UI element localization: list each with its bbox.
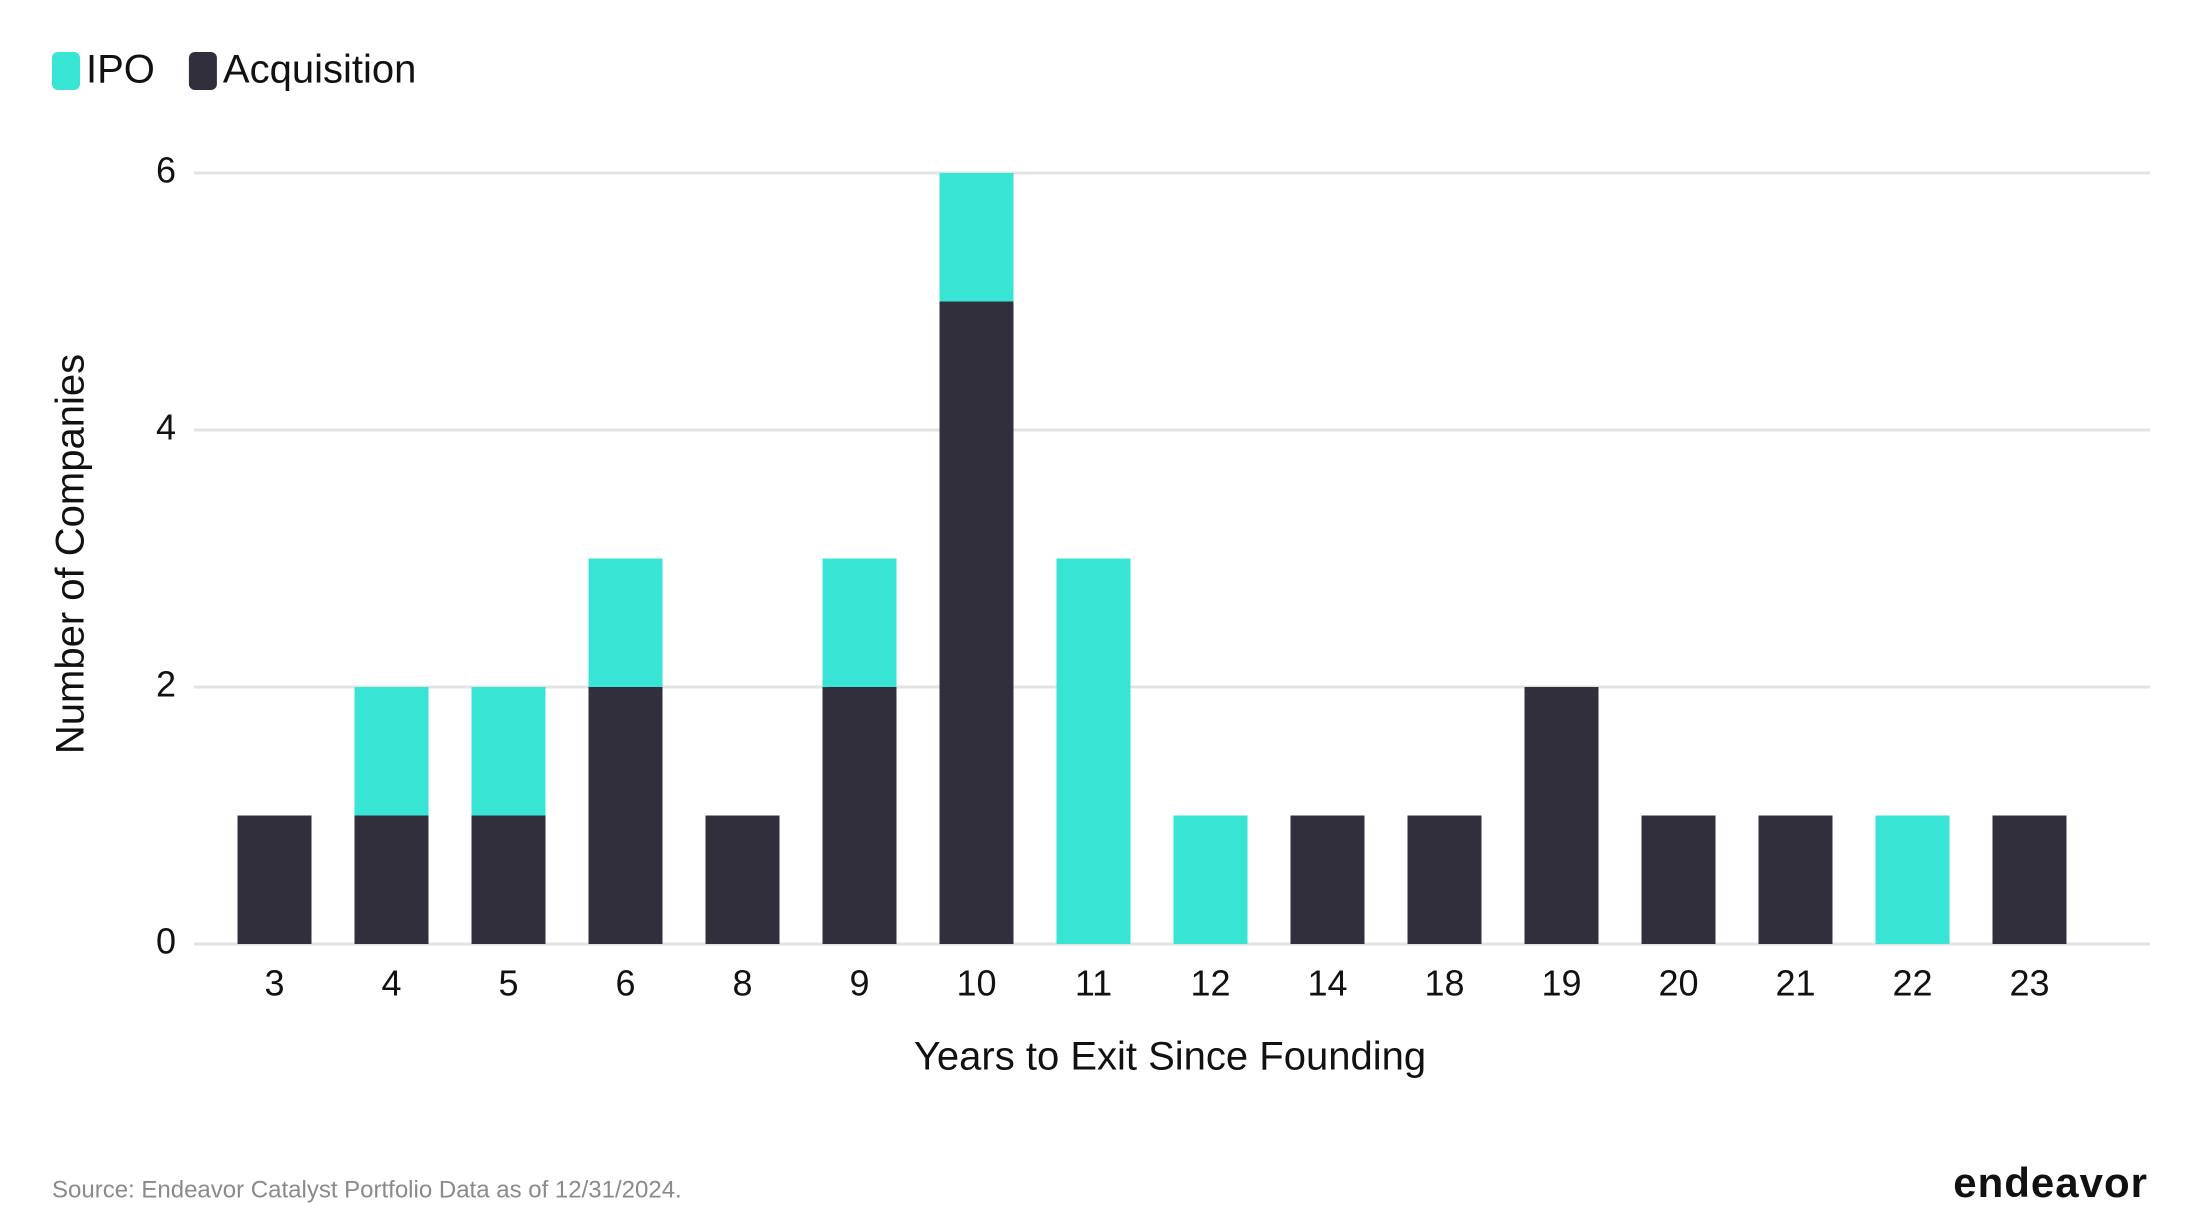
bar-segment bbox=[1641, 815, 1716, 944]
x-tick-label: 4 bbox=[381, 963, 401, 1004]
bar-segment bbox=[822, 687, 897, 944]
logo: endeavor bbox=[1953, 1159, 2148, 1206]
x-tick-label: 18 bbox=[1424, 963, 1464, 1004]
x-tick-label: 20 bbox=[1658, 963, 1698, 1004]
x-tick-label: 3 bbox=[264, 963, 284, 1004]
y-tick-label: 0 bbox=[156, 921, 176, 962]
bar-segment bbox=[354, 687, 429, 816]
bar-segment bbox=[1758, 815, 1833, 944]
x-tick-label: 8 bbox=[732, 963, 752, 1004]
legend-swatch bbox=[52, 52, 80, 90]
legend-swatch bbox=[188, 52, 217, 90]
x-tick-label: 21 bbox=[1775, 963, 1815, 1004]
y-axis-title: Number of Companies bbox=[49, 354, 93, 754]
x-tick-label: 9 bbox=[849, 963, 869, 1004]
bar-segment bbox=[705, 815, 780, 944]
bar-segment bbox=[1992, 815, 2067, 944]
x-tick-label: 5 bbox=[498, 963, 518, 1004]
bar-segment bbox=[588, 558, 663, 687]
bar-segment bbox=[1173, 815, 1248, 944]
source-note: Source: Endeavor Catalyst Portfolio Data… bbox=[52, 1176, 682, 1203]
bar-segment bbox=[354, 815, 429, 944]
x-tick-label: 10 bbox=[956, 963, 996, 1004]
x-tick-label: 19 bbox=[1541, 963, 1581, 1004]
x-tick-label: 12 bbox=[1190, 963, 1230, 1004]
bar-segment bbox=[1290, 815, 1365, 944]
x-tick-label: 22 bbox=[1892, 963, 1932, 1004]
bar-segment bbox=[822, 558, 897, 687]
legend-label: Acquisition bbox=[223, 48, 416, 92]
x-tick-label: 11 bbox=[1075, 963, 1112, 1004]
bar-segment bbox=[1407, 815, 1482, 944]
y-tick-label: 6 bbox=[156, 150, 176, 191]
x-tick-label: 6 bbox=[615, 963, 635, 1004]
x-axis-title: Years to Exit Since Founding bbox=[914, 1035, 1426, 1079]
bar-segment bbox=[1875, 815, 1950, 944]
bar-segment bbox=[237, 815, 312, 944]
bar-segment bbox=[1524, 687, 1599, 944]
y-tick-label: 2 bbox=[156, 664, 176, 705]
bar-segment bbox=[1056, 558, 1131, 944]
x-tick-label: 23 bbox=[2009, 963, 2049, 1004]
bar-segment bbox=[471, 815, 546, 944]
bar-segment bbox=[939, 301, 1014, 944]
x-tick-label: 14 bbox=[1307, 963, 1347, 1004]
bar-segment bbox=[588, 687, 663, 944]
bar-segment bbox=[471, 687, 546, 816]
legend-label: IPO bbox=[86, 48, 155, 92]
y-tick-label: 4 bbox=[156, 407, 176, 448]
bar-segment bbox=[939, 173, 1014, 302]
